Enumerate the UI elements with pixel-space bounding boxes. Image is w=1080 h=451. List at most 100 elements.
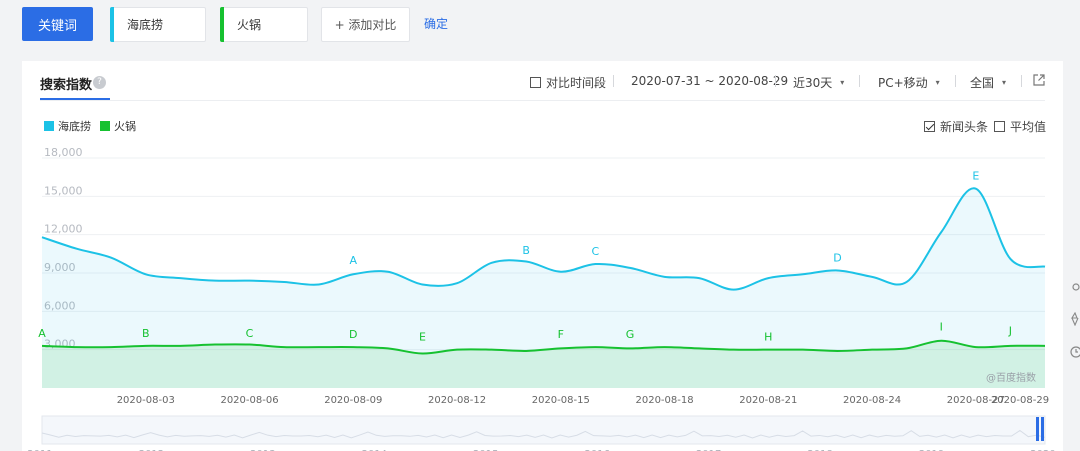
legend-swatch — [44, 121, 54, 131]
separator — [1021, 75, 1022, 87]
device-label: PC+移动 — [878, 76, 928, 90]
keyword-box-1[interactable]: 海底捞 — [110, 7, 206, 42]
overview-year-label: 2020 — [1030, 449, 1055, 451]
overview-year-label: 2016 — [584, 449, 609, 451]
search-index-chart[interactable]: 18,00015,00012,0009,0006,0003,000ABCDEAB… — [22, 61, 1063, 451]
date-range-label: 2020-07-31 ~ 2020-08-29 — [631, 74, 789, 88]
news-toggle[interactable]: 新闻头条 — [924, 118, 988, 135]
legend-label: 火锅 — [114, 120, 136, 133]
y-tick-label: 6,000 — [44, 299, 76, 312]
confirm-link[interactable]: 确定 — [424, 17, 449, 31]
x-tick-label: 2020-08-09 — [324, 395, 382, 406]
news-marker-a[interactable]: A — [350, 254, 358, 267]
compare-period-checkbox[interactable] — [530, 77, 541, 88]
x-tick-label: 2020-08-21 — [739, 395, 797, 406]
baidu-index-watermark: @百度指数 — [986, 373, 1036, 384]
range-handle-left[interactable] — [1036, 417, 1039, 441]
range-handle-right[interactable] — [1041, 417, 1044, 441]
y-tick-label: 12,000 — [44, 223, 83, 236]
overview-year-label: 2011 — [27, 449, 52, 451]
overview-track[interactable] — [41, 415, 1046, 445]
news-marker-b[interactable]: B — [522, 244, 530, 257]
news-marker-c[interactable]: C — [246, 327, 254, 340]
series-line-1[interactable] — [41, 187, 1046, 291]
help-icon[interactable]: ? — [93, 76, 106, 89]
series-area-2 — [42, 340, 1045, 388]
search-index-panel: 搜索指数 ? 对比时间段 2020-07-31 ~ 2020-08-29 近30… — [22, 61, 1063, 451]
tab-active-underline — [40, 98, 110, 100]
average-checkbox[interactable] — [994, 121, 1005, 132]
overview-year-label: 2018 — [807, 449, 832, 451]
circle-icon[interactable] — [1066, 280, 1080, 294]
separator — [859, 75, 860, 87]
add-compare-button[interactable]: + 添加对比 — [321, 7, 410, 42]
x-tick-label: 2020-08-27 — [947, 395, 1005, 406]
news-marker-a[interactable]: A — [38, 327, 46, 340]
legend-swatch — [100, 121, 110, 131]
history-icon[interactable] — [1066, 345, 1080, 359]
news-marker-j[interactable]: J — [1008, 324, 1012, 337]
region-label: 全国 — [970, 76, 995, 90]
news-marker-b[interactable]: B — [142, 327, 150, 340]
keyword-2-color-bar — [220, 7, 224, 42]
keyword-1-color-bar — [110, 7, 114, 42]
series-area-1 — [42, 188, 1045, 388]
news-marker-e[interactable]: E — [972, 170, 979, 183]
overview-year-label: 2014 — [362, 449, 387, 451]
tab-divider — [40, 100, 1045, 101]
news-marker-c[interactable]: C — [592, 245, 600, 258]
average-label: 平均值 — [1010, 120, 1047, 134]
keyword-box-2[interactable]: 火锅 — [220, 7, 308, 42]
overview-year-label: 2015 — [473, 449, 498, 451]
overview-year-label: 2012 — [139, 449, 164, 451]
x-tick-label: 2020-08-06 — [220, 395, 278, 406]
region-dropdown[interactable]: 全国 ▾ — [970, 74, 1006, 91]
compare-period-label: 对比时间段 — [546, 76, 607, 90]
overview-year-label: 2013 — [250, 449, 275, 451]
keyword-tab-button[interactable]: 关键词 — [22, 7, 93, 41]
overview-year-label: 2019 — [919, 449, 944, 451]
star-icon[interactable] — [1066, 312, 1080, 326]
news-marker-g[interactable]: G — [626, 328, 635, 341]
separator — [613, 75, 614, 87]
news-label: 新闻头条 — [940, 120, 989, 134]
legend-label: 海底捞 — [58, 120, 91, 133]
separator — [955, 75, 956, 87]
x-tick-label: 2020-08-15 — [532, 395, 590, 406]
news-checkbox[interactable] — [924, 121, 935, 132]
compare-period-toggle[interactable]: 对比时间段 — [530, 74, 606, 91]
keyword-2-label: 火锅 — [237, 18, 262, 32]
date-range-selector[interactable]: 2020-07-31 ~ 2020-08-29 — [631, 74, 788, 88]
x-tick-label: 2020-08-29 — [991, 395, 1049, 406]
y-tick-label: 18,000 — [44, 146, 83, 159]
period-label: 近30天 — [793, 76, 833, 90]
news-marker-d[interactable]: D — [349, 328, 357, 341]
x-tick-label: 2020-08-12 — [428, 395, 486, 406]
series-line-2[interactable] — [41, 339, 1046, 355]
news-marker-i[interactable]: I — [940, 321, 943, 334]
news-marker-e[interactable]: E — [419, 331, 426, 344]
keyword-toolbar: 关键词 海底捞 火锅 + 添加对比 确定 — [0, 0, 1080, 58]
legend-huoguo[interactable]: 火锅 — [100, 118, 136, 134]
period-dropdown[interactable]: 近30天 ▾ — [793, 74, 844, 91]
caret-down-icon: ▾ — [935, 78, 940, 87]
news-marker-h[interactable]: H — [764, 331, 772, 344]
y-tick-label: 15,000 — [44, 184, 83, 197]
keyword-1-label: 海底捞 — [127, 18, 164, 32]
x-tick-label: 2020-08-03 — [117, 395, 175, 406]
x-tick-label: 2020-08-18 — [635, 395, 693, 406]
news-marker-f[interactable]: F — [558, 328, 564, 341]
tab-search-index[interactable]: 搜索指数 — [40, 78, 93, 93]
legend-haidilao[interactable]: 海底捞 — [44, 118, 91, 134]
external-link-icon[interactable] — [1033, 74, 1045, 86]
device-dropdown[interactable]: PC+移动 ▾ — [878, 74, 940, 91]
caret-down-icon: ▾ — [840, 78, 845, 87]
x-tick-label: 2020-08-24 — [843, 395, 901, 406]
separator — [775, 75, 776, 87]
overview-year-label: 2017 — [696, 449, 721, 451]
caret-down-icon: ▾ — [1002, 78, 1007, 87]
y-tick-label: 9,000 — [44, 261, 76, 274]
news-marker-d[interactable]: D — [833, 252, 841, 265]
average-toggle[interactable]: 平均值 — [994, 118, 1046, 135]
overview-trend — [41, 429, 1046, 439]
